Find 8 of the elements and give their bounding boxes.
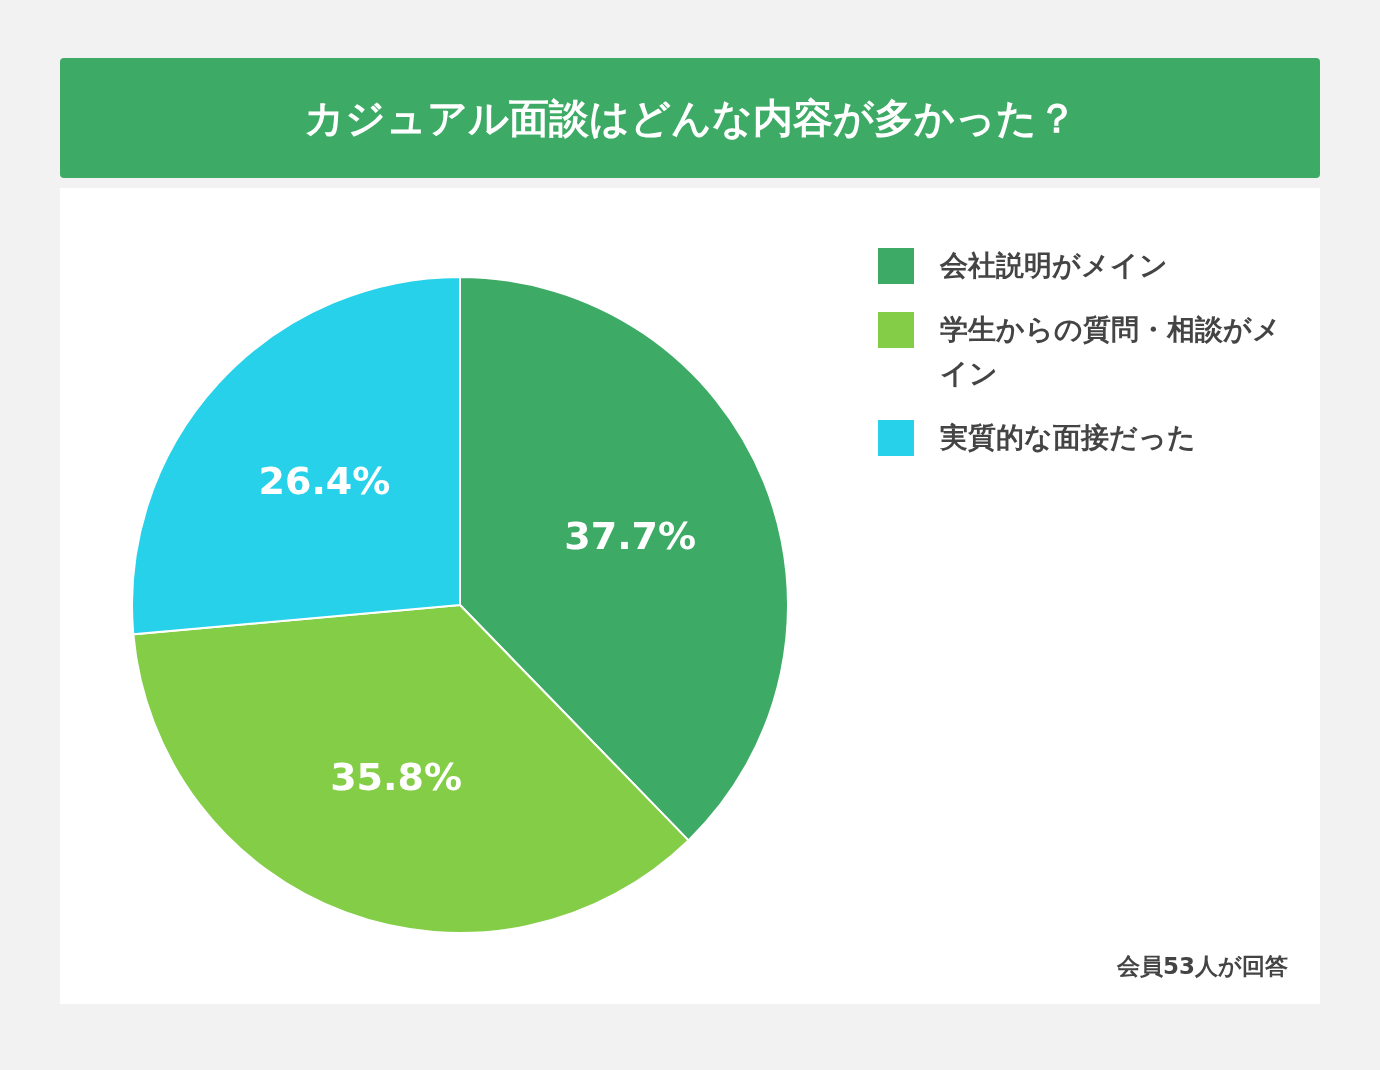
legend-label: 学生からの質問・相談がメイン (940, 312, 1282, 392)
legend-label: 実質的な面接だった (940, 420, 1197, 456)
data-label: 37.7% (564, 513, 697, 558)
text: 会員53人が回答 (1116, 952, 1288, 981)
chart-title: カジュアル面談はどんな内容が多かった？ (60, 58, 1320, 178)
data-label: 35.8% (330, 755, 463, 800)
legend-label: 会社説明がメイン (940, 248, 1169, 284)
data-label: 26.4% (258, 459, 391, 504)
